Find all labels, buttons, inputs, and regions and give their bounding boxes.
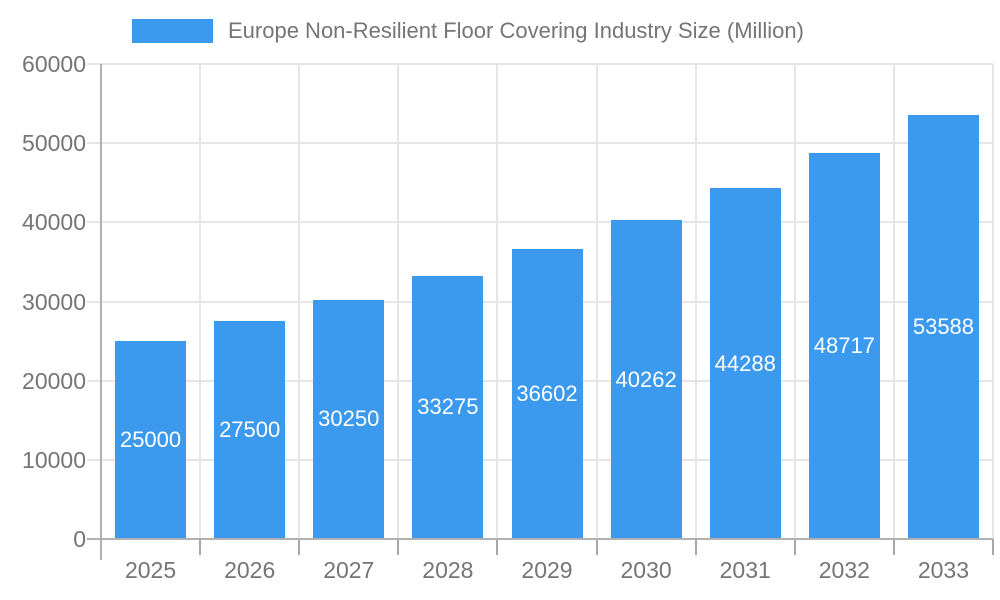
x-axis-baseline [87, 538, 993, 540]
y-axis-tick [87, 458, 101, 461]
bar-2030[interactable] [610, 220, 682, 539]
bar-value-label: 27500 [219, 417, 281, 443]
bar-value-label: 53588 [912, 313, 975, 339]
x-axis-label-2026: 2026 [224, 557, 276, 583]
bar-2026[interactable] [214, 321, 286, 539]
y-axis-tick [87, 142, 101, 145]
x-axis-label-2029: 2029 [521, 557, 573, 583]
gridline-vertical [397, 64, 400, 539]
x-axis-label-2032: 2032 [818, 557, 870, 583]
gridline-vertical [298, 64, 301, 539]
x-axis-tick [397, 539, 400, 555]
x-axis-tick [199, 539, 202, 555]
y-axis-label: 40000 [22, 209, 86, 236]
gridline-horizontal [101, 63, 993, 65]
x-axis-label-2033: 2033 [917, 557, 970, 583]
x-axis-tick [992, 539, 994, 555]
y-axis-label: 10000 [22, 446, 86, 473]
gridline-vertical [892, 64, 895, 539]
gridline-vertical [496, 64, 499, 539]
y-axis-label: 0 [73, 526, 86, 552]
x-axis-label-2031: 2031 [719, 557, 771, 583]
gridline-horizontal [101, 221, 993, 224]
x-axis-label-2028: 2028 [422, 557, 474, 583]
x-axis-tick [694, 539, 697, 555]
y-axis-tick [87, 221, 101, 224]
x-axis-label-2025: 2025 [124, 557, 177, 583]
bar-value-label: 44288 [714, 350, 776, 376]
bar-2025[interactable] [115, 341, 187, 539]
bar-value-label: 30250 [318, 406, 380, 432]
gridline-vertical [595, 64, 598, 539]
y-axis-tick [87, 63, 101, 65]
bar-2029[interactable] [511, 249, 583, 539]
y-axis-tick [87, 300, 101, 303]
bar-2033[interactable] [907, 114, 979, 539]
x-axis-tick [298, 539, 301, 555]
gridline-vertical [793, 64, 796, 539]
legend-label: Europe Non-Resilient Floor Covering Indu… [228, 18, 804, 43]
x-axis-label-2030: 2030 [620, 557, 672, 583]
bar-value-label: 33275 [417, 394, 479, 420]
x-axis-label-2027: 2027 [323, 557, 375, 583]
bar-value-label: 25000 [119, 427, 182, 453]
y-axis-label: 60000 [22, 51, 86, 77]
bar-value-label: 48717 [813, 333, 875, 359]
x-axis-tick [496, 539, 499, 555]
bar-2031[interactable] [709, 188, 781, 539]
bar-value-label: 36602 [516, 381, 578, 407]
bar-2028[interactable] [412, 275, 484, 539]
y-axis-label: 50000 [22, 130, 86, 157]
legend: Europe Non-Resilient Floor Covering Indu… [132, 17, 804, 45]
gridline-horizontal [101, 142, 993, 145]
bar-2027[interactable] [313, 299, 385, 539]
y-axis-tick [87, 379, 101, 382]
y-axis-line [100, 64, 102, 560]
gridline-vertical [694, 64, 697, 539]
bar-2032[interactable] [808, 153, 880, 539]
legend-swatch-icon [132, 19, 213, 43]
plot-area: 25000 27500 30250 33275 36602 40262 44288 48717… [87, 63, 994, 560]
y-axis-label: 20000 [22, 367, 86, 394]
y-axis-label: 30000 [22, 288, 86, 315]
x-axis-tick [892, 539, 895, 555]
gridline-vertical [992, 64, 994, 539]
gridline-vertical [199, 64, 202, 539]
bar-value-label: 40262 [615, 366, 677, 392]
x-axis-tick [793, 539, 796, 555]
x-axis-tick [595, 539, 598, 555]
